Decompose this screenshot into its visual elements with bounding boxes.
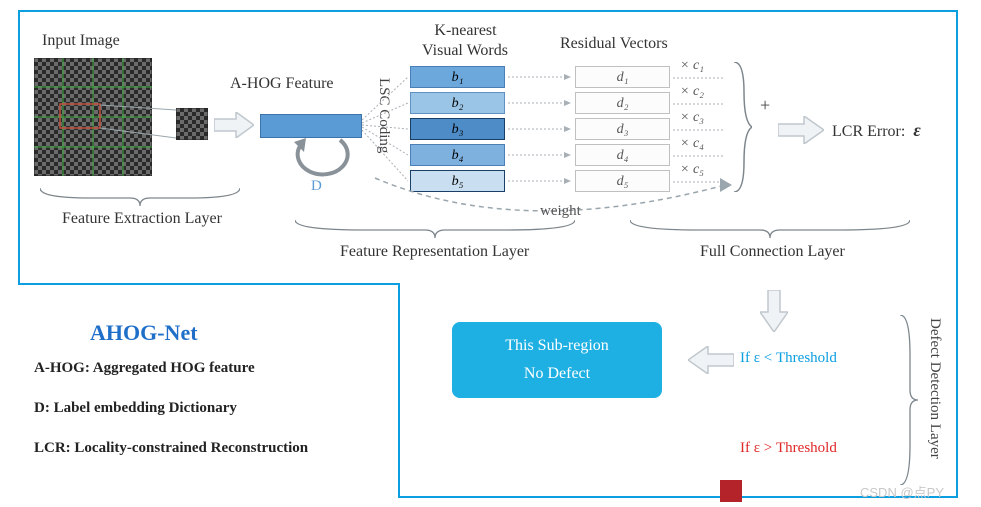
arrow-to-lcr: [778, 116, 824, 144]
patch-texture: [176, 108, 208, 140]
cond-greater-text: If ε > Threshold: [740, 440, 837, 456]
residual-vec-4: d₄: [575, 144, 670, 166]
ahog-feature-bar: [260, 114, 362, 138]
full-conn-layer-label: Full Connection Layer: [700, 243, 845, 261]
arrow-left-to-box: [688, 346, 734, 374]
weight-c2: × c₂: [680, 84, 704, 100]
weight-c5: × c₅: [680, 162, 704, 178]
decision-line2: No Defect: [452, 365, 662, 383]
vw-label: b₅: [452, 174, 464, 189]
residual-vec-5: d₅: [575, 170, 670, 192]
vw-label: b₁: [452, 70, 464, 85]
knearest-label-1: K-nearest: [418, 22, 513, 40]
feat-rep-layer-label: Feature Representation Layer: [340, 243, 529, 261]
lcr-error-text: LCR Error:: [832, 123, 905, 140]
sum-brace: [732, 62, 752, 192]
cond-greater: If ε > Threshold: [740, 440, 837, 457]
rv-label: d₅: [617, 174, 629, 189]
vw-label: b₂: [452, 96, 464, 111]
visual-word-1: b₁: [410, 66, 505, 88]
residual-label: Residual Vectors: [560, 35, 668, 53]
legend-3: LCR: Locality-constrained Reconstruction: [34, 440, 308, 457]
cond-less-text: If ε < Threshold: [740, 350, 837, 366]
weight-c1: × c₁: [680, 58, 704, 74]
legend-2: D: Label embedding Dictionary: [34, 400, 237, 417]
watermark: CSDN @点PY: [860, 482, 944, 501]
feat-rep-brace: [295, 220, 575, 238]
rv-label: d₃: [617, 122, 629, 137]
arrow-down: [760, 290, 788, 332]
feat-ext-brace: [40, 188, 240, 206]
ahog-net-title: AHOG-Net: [90, 320, 198, 346]
lcr-error-label: LCR Error: ε: [832, 120, 921, 141]
residual-vec-3: d₃: [575, 118, 670, 140]
vw-label: b₄: [452, 148, 464, 163]
decision-box: This Sub-region No Defect: [452, 322, 662, 398]
residual-vec-1: d₁: [575, 66, 670, 88]
vw-label: b₃: [452, 122, 464, 137]
lsc-coding-label: LSC Coding: [375, 78, 392, 153]
knearest-label-2: Visual Words: [410, 42, 520, 60]
d-curved-arrow: [290, 138, 350, 178]
epsilon-symbol: ε: [913, 120, 920, 140]
rv-label: d₂: [617, 96, 629, 111]
weight-c3: × c₃: [680, 110, 704, 126]
visual-word-5: b₅: [410, 170, 505, 192]
arrow-patch-to-feature: [214, 112, 254, 138]
residual-vec-2: d₂: [575, 92, 670, 114]
feat-ext-layer-label: Feature Extraction Layer: [62, 210, 222, 228]
visual-word-3: b₃: [410, 118, 505, 140]
weight-label: weight: [540, 203, 581, 220]
visual-word-4: b₄: [410, 144, 505, 166]
upper-frame-left-drop: [398, 283, 400, 285]
full-conn-brace: [630, 220, 910, 238]
rv-label: d₄: [617, 148, 629, 163]
rv-label: d₁: [617, 70, 629, 85]
weight-c4: × c₄: [680, 136, 704, 152]
decision-line1: This Sub-region: [452, 337, 662, 355]
plus-label: +: [760, 95, 770, 116]
visual-word-2: b₂: [410, 92, 505, 114]
legend-1: A-HOG: Aggregated HOG feature: [34, 360, 255, 377]
upper-frame-bottom-left: [18, 283, 400, 285]
defect-layer-label: Defect Detection Layer: [926, 318, 943, 459]
d-label: D: [311, 178, 322, 195]
cond-less: If ε < Threshold: [740, 350, 837, 367]
ahog-feature-label: A-HOG Feature: [230, 75, 334, 93]
defect-layer-brace: [900, 315, 918, 485]
input-image-label: Input Image: [42, 32, 120, 50]
input-image-texture: [34, 58, 152, 176]
defect-red-square: [720, 480, 742, 502]
